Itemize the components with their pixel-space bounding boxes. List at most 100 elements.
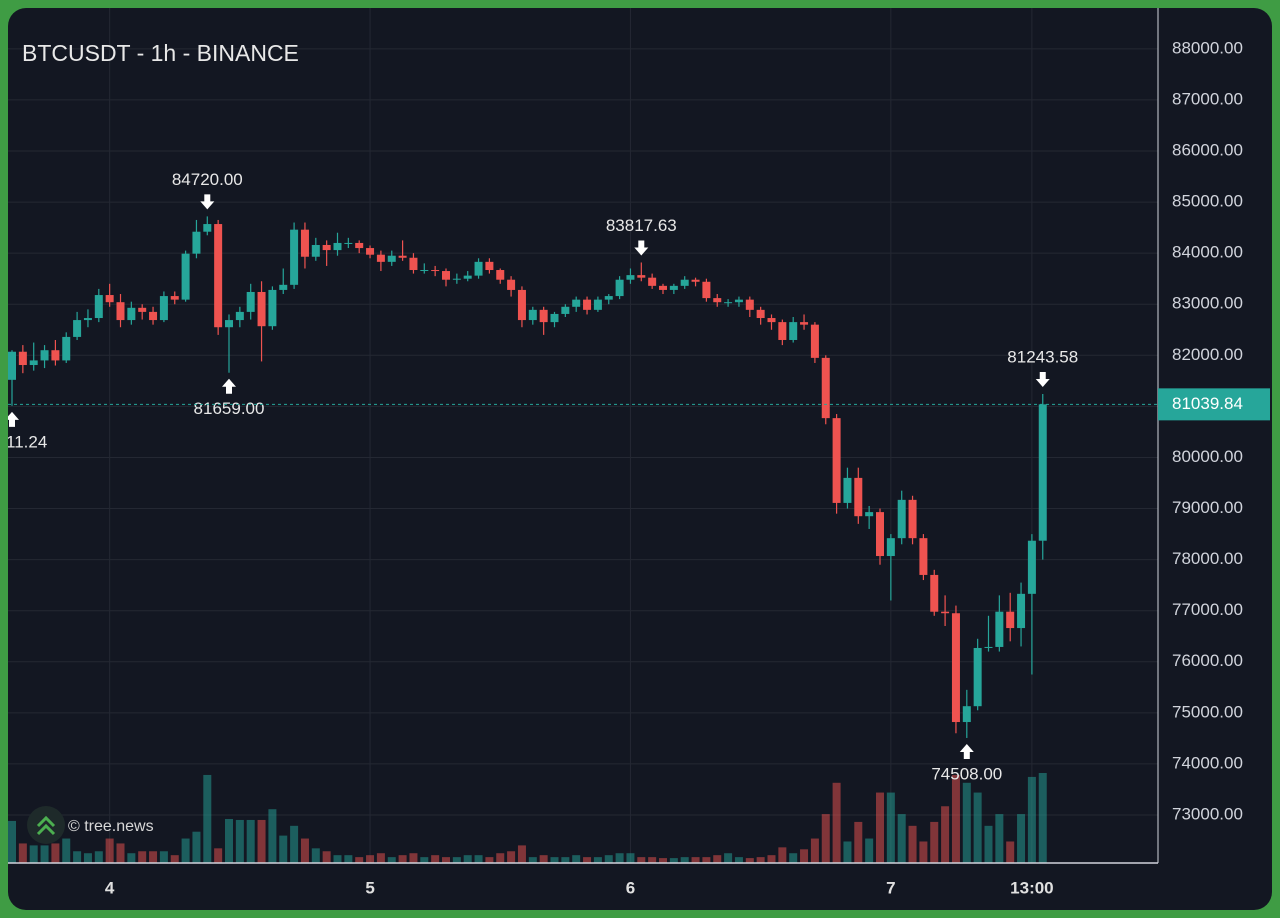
volume-bar	[626, 853, 635, 863]
low-arrow	[959, 743, 974, 759]
candle-body	[789, 322, 798, 340]
volume-bar	[951, 774, 960, 863]
volume-bar	[702, 857, 711, 863]
candle-body	[138, 307, 147, 312]
volume-bar	[170, 855, 179, 863]
high-label: 81243.58	[1007, 347, 1078, 366]
y-tick-label: 87000.00	[1172, 89, 1243, 108]
candle-body	[528, 309, 537, 321]
axes: 73000.00 74000.00 75000.00 76000.00 77000.00…	[8, 8, 1270, 897]
volume-bar	[311, 848, 320, 863]
candle-body	[463, 275, 472, 279]
candle-body	[517, 289, 526, 321]
x-tick-label: 13:00	[1010, 878, 1053, 897]
candle-body	[62, 336, 71, 361]
candle-body	[409, 257, 418, 271]
candle-body	[908, 499, 917, 539]
candle-body	[995, 611, 1004, 647]
volume-bar	[648, 857, 657, 863]
y-tick-label: 88000.00	[1172, 38, 1243, 57]
volume-bar	[854, 821, 863, 863]
volume-bar	[225, 818, 233, 863]
volume-bar	[300, 838, 309, 863]
y-tick-label: 78000.00	[1172, 549, 1243, 568]
y-tick-label: 73000.00	[1172, 804, 1243, 823]
volume-bar	[756, 857, 765, 863]
y-tick-label: 75000.00	[1172, 702, 1243, 721]
candle-body	[311, 244, 320, 257]
volume-bar	[669, 858, 678, 863]
candle-body	[442, 271, 450, 280]
volume-bar	[897, 814, 906, 863]
volume-bar	[214, 848, 223, 863]
candle-body	[51, 350, 60, 361]
volume-bar	[279, 835, 288, 863]
high-arrow	[200, 194, 215, 210]
candle-body	[843, 477, 852, 503]
candle-body	[854, 477, 863, 517]
candle-body	[680, 279, 689, 286]
candle-body	[724, 302, 733, 304]
candle-body	[366, 248, 375, 255]
y-tick-label: 74000.00	[1172, 753, 1243, 772]
candle-body	[257, 291, 266, 327]
volume-bar	[40, 845, 49, 863]
candle-body	[876, 512, 884, 557]
y-tick-label: 76000.00	[1172, 651, 1243, 670]
candle-body	[941, 611, 950, 614]
candle-body	[702, 281, 711, 299]
candle-body	[691, 279, 700, 282]
candle-body	[713, 298, 722, 303]
candle-body	[973, 647, 982, 707]
low-arrow	[222, 378, 236, 394]
candle-body	[626, 275, 635, 280]
low-label: 74508.00	[931, 764, 1002, 783]
candle-body	[159, 296, 168, 321]
volume-bar	[767, 855, 776, 863]
volume-bar	[778, 847, 787, 863]
x-tick-label: 7	[886, 878, 895, 897]
candle-body	[485, 261, 494, 271]
candle-body	[268, 289, 277, 327]
low-label: 81659.00	[194, 399, 265, 418]
candle-body	[583, 299, 592, 310]
volume-bar	[572, 855, 581, 863]
volume-bar	[919, 841, 928, 863]
candle-body	[452, 278, 461, 280]
volume-bar	[680, 857, 689, 863]
volume-bar	[973, 792, 982, 863]
candle-body	[496, 270, 505, 280]
volume-bar	[116, 843, 125, 863]
candle-body	[821, 357, 830, 419]
low-label: 11.24	[6, 432, 47, 451]
volume-bar	[1027, 776, 1036, 863]
x-tick-label: 6	[626, 878, 635, 897]
candle-body	[507, 279, 516, 290]
volume-bar	[376, 853, 385, 863]
candle-body	[105, 295, 114, 303]
y-tick-label: 84000.00	[1172, 243, 1243, 262]
volume	[8, 773, 1047, 863]
volume-bar	[105, 838, 114, 863]
volume-bar	[18, 843, 27, 863]
volume-bar	[745, 858, 754, 863]
candle-body	[474, 261, 483, 276]
candle-body	[170, 296, 179, 300]
candle-body	[810, 324, 819, 358]
candle-body	[279, 284, 288, 290]
volume-bar	[83, 853, 92, 863]
candle-body	[604, 296, 613, 300]
candle-body	[431, 270, 440, 272]
volume-bar	[452, 857, 461, 863]
volume-bar	[181, 838, 190, 863]
x-tick-label: 4	[105, 878, 115, 897]
candle-body	[734, 299, 743, 303]
volume-bar	[398, 855, 407, 863]
candle-body	[387, 255, 396, 262]
candle-body	[659, 285, 667, 290]
candle-body	[94, 295, 103, 319]
volume-bar	[789, 853, 798, 863]
volume-bar	[322, 851, 331, 863]
volume-bar	[637, 857, 646, 863]
candle-body	[669, 285, 678, 290]
